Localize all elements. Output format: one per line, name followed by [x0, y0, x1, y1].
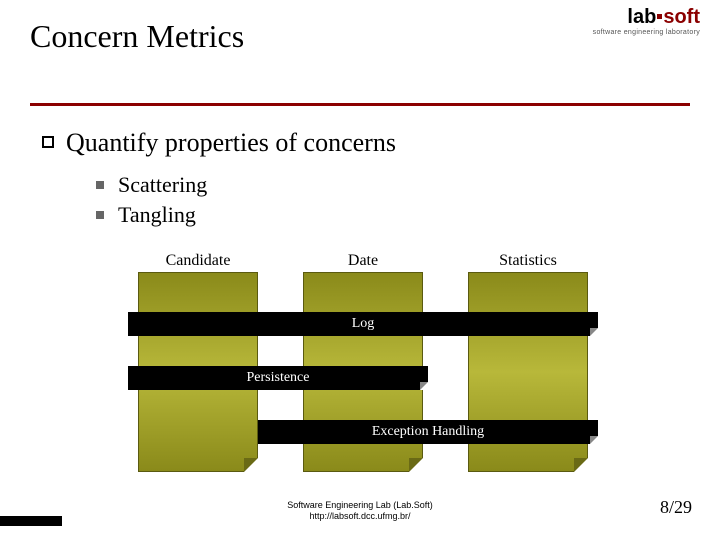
- column-label: Statistics: [468, 252, 588, 270]
- title-divider: [30, 103, 690, 106]
- bullet-sub: Tangling: [96, 202, 690, 228]
- filled-square-bullet-icon: [96, 181, 104, 189]
- crosscut-bar: Exception Handling: [258, 420, 598, 444]
- corner-decoration: [0, 516, 62, 526]
- crosscut-label: Exception Handling: [372, 424, 484, 440]
- bullet-main-text: Quantify properties of concerns: [66, 128, 396, 158]
- crosscut-label: Log: [352, 316, 375, 332]
- sub-bullet-list: Scattering Tangling: [96, 172, 690, 228]
- column-label: Date: [303, 252, 423, 270]
- slide: labsoft software engineering laboratory …: [0, 0, 720, 540]
- logo-text-left: lab: [627, 6, 656, 28]
- page-number: 8/29: [660, 497, 692, 518]
- bullet-sub: Scattering: [96, 172, 690, 198]
- footer: Software Engineering Lab (Lab.Soft) http…: [0, 500, 720, 522]
- crosscut-bar: Log: [128, 312, 598, 336]
- footer-line2: http://labsoft.dcc.ufmg.br/: [0, 511, 720, 522]
- logo: labsoft software engineering laboratory: [593, 6, 700, 36]
- logo-text-right: soft: [663, 6, 700, 28]
- column-label: Candidate: [138, 252, 258, 270]
- logo-main: labsoft: [593, 6, 700, 29]
- crosscut-label: Persistence: [247, 370, 310, 386]
- logo-dot-icon: [657, 14, 662, 19]
- square-bullet-icon: [42, 136, 54, 148]
- logo-subtitle: software engineering laboratory: [593, 29, 700, 36]
- content-area: Quantify properties of concerns Scatteri…: [42, 128, 690, 232]
- filled-square-bullet-icon: [96, 211, 104, 219]
- bullet-sub-text: Tangling: [118, 202, 196, 228]
- bullet-sub-text: Scattering: [118, 172, 207, 198]
- concern-diagram: Candidate Date Statistics Log Persistenc…: [128, 262, 598, 472]
- footer-line1: Software Engineering Lab (Lab.Soft): [0, 500, 720, 511]
- bullet-main: Quantify properties of concerns: [42, 128, 690, 158]
- crosscut-bar: Persistence: [128, 366, 428, 390]
